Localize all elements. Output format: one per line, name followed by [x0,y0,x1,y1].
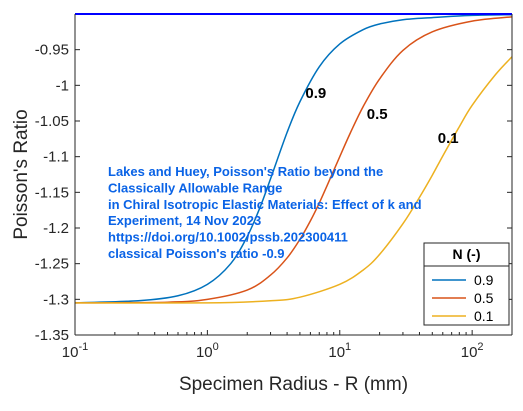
y-tick-label: -1.35 [35,327,69,344]
y-tick-label: -1.05 [35,113,69,130]
curve-label-0.9: 0.9 [305,85,326,102]
annotation-line: Classically Allowable Range [108,180,282,195]
y-tick-label: -1 [56,77,69,94]
y-tick-label: -1.15 [35,184,69,201]
curve-label-0.1: 0.1 [438,130,459,147]
x-tick-exponent: -1 [78,341,88,353]
x-tick-base: 10 [328,344,345,361]
annotation-text: Lakes and Huey, Poisson's Ratio beyond t… [108,164,422,261]
series-line-0.9 [74,13,513,304]
legend-box [423,242,510,326]
y-tick-label: -0.95 [35,42,69,59]
series-line-0.5 [74,16,513,304]
legend-entry-0.5: 0.5 [474,290,494,306]
annotation-line: classical Poisson's ratio -0.9 [108,246,285,261]
y-tick-label: -1.1 [43,149,69,166]
curve-labels: 0.9 0.5 0.1 [305,85,458,147]
annotation-line: https://doi.org/10.1002/pssb.202300411 [108,230,348,245]
y-tick-label: -1.25 [35,256,69,273]
axes: -0.95-1-1.05-1.1-1.15-1.2-1.25-1.3-1.351… [35,14,513,361]
x-tick-exponent: 0 [213,341,219,353]
x-tick-exponent: 2 [477,341,483,353]
x-axis-label: Specimen Radius - R (mm) [179,374,408,395]
curve-label-0.5: 0.5 [367,106,388,123]
y-axis-label: Poisson's Ratio [11,109,32,239]
legend-entry-0.9: 0.9 [474,272,494,288]
series-line-0.1 [74,56,513,304]
annotation-line: in Chiral Isotropic Elastic Materials: E… [108,197,422,212]
x-tick-base: 10 [461,344,478,361]
x-tick-base: 10 [62,344,79,361]
y-tick-label: -1.2 [43,220,69,237]
annotation-line: Lakes and Huey, Poisson's Ratio beyond t… [108,164,383,179]
legend: N (-) 0.9 0.5 0.1 [423,242,510,326]
x-tick-exponent: 1 [345,341,351,353]
legend-title: N (-) [453,246,481,262]
x-tick-label: 101 [328,341,351,361]
series-lines [74,13,513,304]
y-tick-label: -1.3 [43,291,69,308]
x-tick-label: 102 [461,341,484,361]
x-tick-label: 100 [196,341,219,361]
x-tick-base: 10 [196,344,213,361]
legend-entry-0.1: 0.1 [474,308,494,324]
x-tick-label: 10-1 [62,341,88,361]
annotation-line: Experiment, 14 Nov 2023 [108,213,261,228]
